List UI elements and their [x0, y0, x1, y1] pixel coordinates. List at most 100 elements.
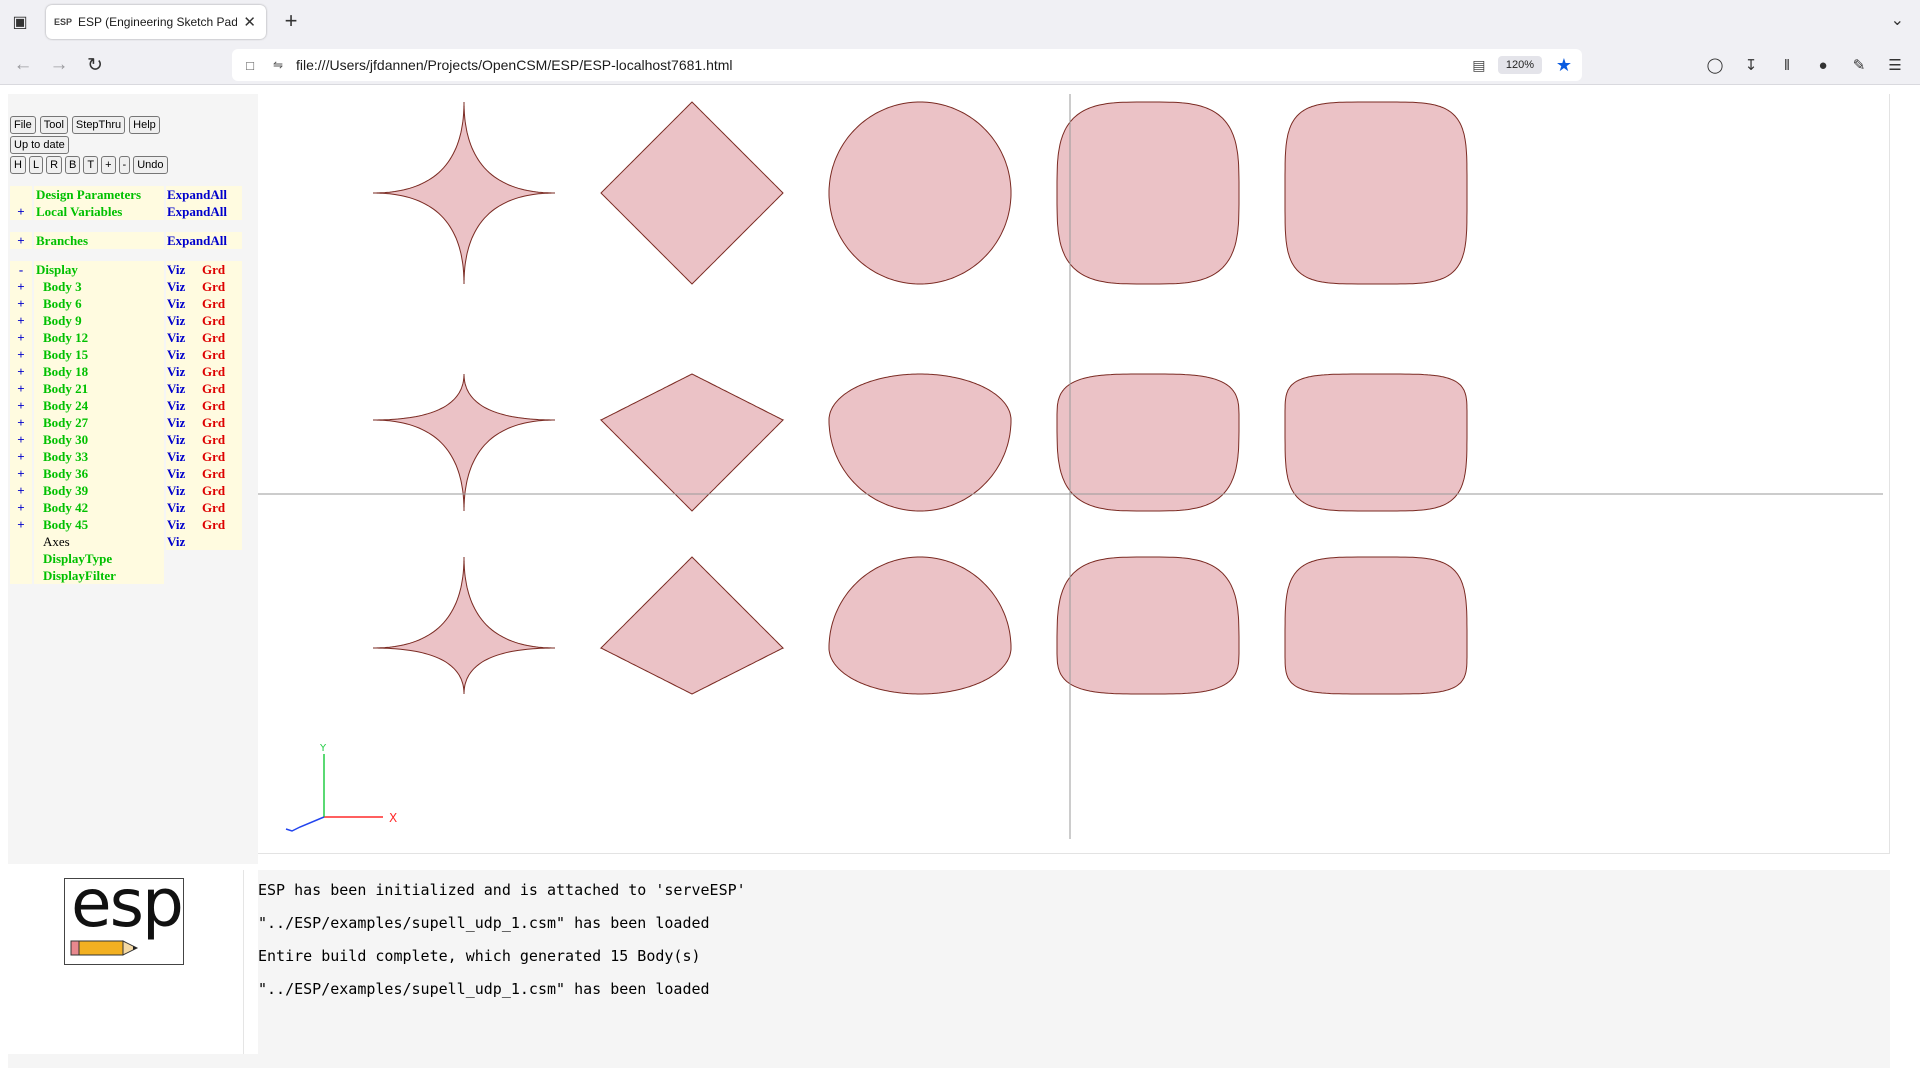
- body-grd[interactable]: Grd: [200, 465, 242, 482]
- body-viz[interactable]: Viz: [166, 431, 200, 448]
- body-shape-r1-c1[interactable]: [373, 102, 555, 284]
- bookmark-star-icon[interactable]: ★: [1555, 54, 1573, 75]
- local-variables-label[interactable]: Local Variables: [34, 203, 164, 220]
- body-shape-r1-c5[interactable]: [1284, 101, 1468, 285]
- body-shape-r3-c1[interactable]: [373, 557, 555, 694]
- displayfilter-label[interactable]: DisplayFilter: [34, 567, 164, 584]
- body-viz[interactable]: Viz: [166, 499, 200, 516]
- back-icon[interactable]: ←: [13, 54, 33, 75]
- body-label[interactable]: Body 33: [34, 448, 164, 465]
- body-shape-r2-c3[interactable]: [828, 373, 1012, 512]
- body-toggle[interactable]: +: [10, 431, 32, 448]
- account-icon[interactable]: ●: [1818, 56, 1828, 74]
- body-toggle[interactable]: +: [10, 346, 32, 363]
- body-grd[interactable]: Grd: [200, 482, 242, 499]
- axes-viz[interactable]: Viz: [166, 533, 200, 550]
- design-parameters-label[interactable]: Design Parameters: [34, 186, 164, 203]
- zoom-level-badge[interactable]: 120%: [1497, 56, 1542, 74]
- file-button[interactable]: File: [10, 116, 36, 134]
- body-grd[interactable]: Grd: [200, 363, 242, 380]
- body-viz[interactable]: Viz: [166, 465, 200, 482]
- body-grd[interactable]: Grd: [200, 516, 242, 533]
- body-grd[interactable]: Grd: [200, 380, 242, 397]
- body-label[interactable]: Body 27: [34, 414, 164, 431]
- body-grd[interactable]: Grd: [200, 295, 242, 312]
- body-shape-r2-c1[interactable]: [373, 374, 555, 511]
- body-toggle[interactable]: +: [10, 397, 32, 414]
- display-label[interactable]: Display: [34, 261, 164, 278]
- menu-icon[interactable]: ☰: [1888, 57, 1902, 74]
- body-viz[interactable]: Viz: [166, 414, 200, 431]
- url-bar[interactable]: □ ⇋ file:///Users/jfdannen/Projects/Open…: [232, 49, 1582, 81]
- body-label[interactable]: Body 24: [34, 397, 164, 414]
- body-label[interactable]: Body 39: [34, 482, 164, 499]
- body-toggle[interactable]: +: [10, 465, 32, 482]
- download-icon[interactable]: ↧: [1744, 57, 1758, 74]
- body-label[interactable]: Body 3: [34, 278, 164, 295]
- view-right-button[interactable]: R: [46, 156, 63, 174]
- body-viz[interactable]: Viz: [166, 380, 200, 397]
- active-tab[interactable]: ESP ESP (Engineering Sketch Pad, V ✕: [46, 5, 266, 39]
- help-button[interactable]: Help: [129, 116, 160, 134]
- body-grd[interactable]: Grd: [200, 312, 242, 329]
- body-shape-r3-c5[interactable]: [1284, 556, 1468, 695]
- view-home-button[interactable]: H: [10, 156, 26, 174]
- body-toggle[interactable]: +: [10, 295, 32, 312]
- undo-button[interactable]: Undo: [133, 156, 168, 174]
- body-shape-r2-c5[interactable]: [1284, 373, 1468, 512]
- body-toggle[interactable]: +: [10, 414, 32, 431]
- display-toggle[interactable]: -: [10, 261, 32, 278]
- body-shape-r3-c3[interactable]: [828, 556, 1012, 695]
- local-variables-toggle[interactable]: +: [10, 203, 32, 220]
- body-grd[interactable]: Grd: [200, 346, 242, 363]
- branches-label[interactable]: Branches: [34, 232, 164, 249]
- body-toggle[interactable]: +: [10, 278, 32, 295]
- tab-list-icon[interactable]: ▣: [12, 14, 28, 31]
- body-shape-r2-c4[interactable]: [1056, 373, 1240, 512]
- body-toggle[interactable]: +: [10, 499, 32, 516]
- extensions-icon[interactable]: ✎: [1852, 57, 1866, 74]
- view-bottom-button[interactable]: B: [65, 156, 81, 174]
- body-grd[interactable]: Grd: [200, 397, 242, 414]
- body-shape-r1-c3[interactable]: [828, 101, 1012, 285]
- body-toggle[interactable]: +: [10, 482, 32, 499]
- up-to-date-button[interactable]: Up to date: [10, 136, 69, 154]
- view-left-button[interactable]: L: [28, 156, 44, 174]
- library-icon[interactable]: ‖: [1783, 56, 1791, 74]
- body-label[interactable]: Body 6: [34, 295, 164, 312]
- scene-canvas[interactable]: X Y: [258, 94, 1890, 854]
- body-viz[interactable]: Viz: [166, 482, 200, 499]
- permissions-icon[interactable]: ⇋: [272, 58, 284, 72]
- body-grd[interactable]: Grd: [200, 499, 242, 516]
- body-shape-r3-c2[interactable]: [599, 556, 785, 695]
- body-viz[interactable]: Viz: [166, 295, 200, 312]
- design-parameters-expandall[interactable]: ExpandAll: [166, 186, 242, 203]
- branches-toggle[interactable]: +: [10, 232, 32, 249]
- body-toggle[interactable]: +: [10, 516, 32, 533]
- forward-icon[interactable]: →: [49, 54, 69, 75]
- body-viz[interactable]: Viz: [166, 448, 200, 465]
- body-grd[interactable]: Grd: [200, 448, 242, 465]
- tool-button[interactable]: Tool: [39, 116, 68, 134]
- body-label[interactable]: Body 42: [34, 499, 164, 516]
- body-grd[interactable]: Grd: [200, 278, 242, 295]
- view-top-button[interactable]: T: [83, 156, 99, 174]
- graphics-viewport[interactable]: X Y: [258, 94, 1890, 854]
- body-toggle[interactable]: +: [10, 312, 32, 329]
- body-grd[interactable]: Grd: [200, 414, 242, 431]
- url-text[interactable]: file:///Users/jfdannen/Projects/OpenCSM/…: [296, 57, 733, 73]
- body-shape-r2-c2[interactable]: [599, 373, 785, 512]
- zoom-in-button[interactable]: +: [101, 156, 116, 174]
- body-shape-r1-c2[interactable]: [600, 101, 784, 285]
- body-viz[interactable]: Viz: [166, 312, 200, 329]
- body-grd[interactable]: Grd: [200, 431, 242, 448]
- body-toggle[interactable]: +: [10, 448, 32, 465]
- body-viz[interactable]: Viz: [166, 329, 200, 346]
- reload-icon[interactable]: ↻: [87, 54, 103, 76]
- body-toggle[interactable]: +: [10, 363, 32, 380]
- body-label[interactable]: Body 21: [34, 380, 164, 397]
- body-shape-r3-c4[interactable]: [1056, 556, 1240, 695]
- body-grd[interactable]: Grd: [200, 329, 242, 346]
- body-viz[interactable]: Viz: [166, 363, 200, 380]
- body-toggle[interactable]: +: [10, 380, 32, 397]
